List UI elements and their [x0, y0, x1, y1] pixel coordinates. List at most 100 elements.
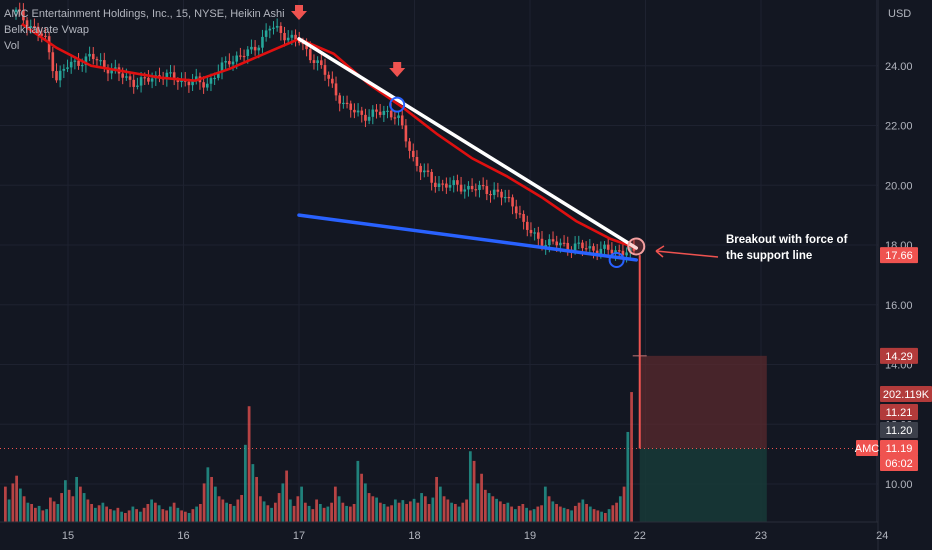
candle-body: [360, 110, 364, 115]
volume-bar: [408, 501, 412, 522]
candle-body: [525, 221, 529, 230]
volume-bar: [26, 502, 30, 522]
volume-bar: [258, 496, 262, 522]
annotation-pointer: [655, 250, 719, 258]
stop-level-label: 14.29: [885, 351, 913, 363]
volume-bar: [247, 406, 251, 522]
volume-bar: [48, 497, 52, 522]
time-tick: 17: [293, 530, 305, 542]
volume-bar: [30, 503, 33, 522]
level-b-label: 11.20: [886, 425, 913, 437]
volume-label[interactable]: Vol: [4, 40, 20, 52]
candle-body: [279, 25, 283, 33]
candle-body: [496, 189, 500, 192]
volume-bar: [461, 502, 465, 522]
candle-body: [253, 46, 257, 51]
candle-body: [378, 111, 382, 115]
down-arrow-icon: [389, 62, 406, 77]
candle-body: [91, 53, 95, 60]
volume-bar: [543, 486, 547, 522]
volume-bar: [506, 502, 510, 522]
candle-body: [320, 60, 323, 66]
price-tick: 10.00: [885, 479, 913, 491]
candle-body: [518, 213, 522, 215]
volume-bar: [457, 506, 461, 522]
volume-bar: [120, 511, 123, 522]
volume-bar: [217, 496, 221, 522]
candle-body: [18, 9, 22, 11]
volume-bar: [416, 502, 420, 522]
candle-body: [286, 37, 290, 41]
volume-bar: [303, 502, 307, 522]
candle-body: [548, 239, 551, 246]
volume-bar: [363, 483, 367, 522]
candle-body: [375, 109, 378, 112]
price-tick: 24.00: [885, 61, 913, 73]
volume-bar: [356, 460, 360, 522]
chart-legend: AMC Entertainment Holdings, Inc., 15, NY…: [4, 6, 285, 54]
candle-body: [382, 111, 386, 115]
candle-body: [327, 74, 330, 79]
level-a-label-bg: [880, 404, 918, 420]
candle-body: [95, 59, 99, 61]
volume-bar: [172, 502, 176, 522]
volume-bar: [131, 506, 135, 522]
volume-bar: [11, 483, 15, 522]
candle-body: [209, 78, 213, 84]
candle-body: [187, 81, 191, 86]
volume-bar: [262, 501, 266, 522]
volume-bar: [255, 476, 258, 522]
volume-bar: [105, 506, 108, 522]
candle-body: [437, 183, 441, 187]
volume-bar: [318, 503, 322, 522]
volume-bar: [465, 499, 468, 522]
last-price-label: 17.66: [885, 250, 913, 262]
candle-body: [150, 78, 154, 82]
candle-body: [110, 69, 113, 74]
volume-bar: [277, 493, 281, 522]
indicator-label[interactable]: Belkhayate Vwap: [4, 24, 89, 36]
candle-body: [242, 55, 246, 58]
volume-bar: [498, 501, 502, 522]
volume-bar: [442, 496, 446, 522]
candle-body: [128, 76, 132, 80]
down-arrow-icon: [291, 5, 307, 20]
time-tick: 23: [755, 530, 767, 542]
candle-body: [342, 102, 345, 105]
candle-body: [268, 28, 272, 31]
volume-bar: [198, 503, 202, 522]
volume-bar: [75, 476, 78, 522]
candle-body: [625, 252, 628, 256]
candle-body: [400, 115, 404, 126]
volume-bar: [281, 483, 285, 522]
time-axis-bg: [0, 522, 878, 550]
candle-body: [308, 49, 312, 61]
volume-bar: [4, 486, 7, 522]
candle-body: [62, 68, 66, 71]
candle-body: [415, 156, 419, 166]
candle-body: [537, 232, 540, 239]
time-tick: 24: [876, 530, 888, 542]
candle-body: [503, 196, 507, 199]
breakout-annotation[interactable]: Breakout with force of the support line: [726, 232, 847, 264]
candle-body: [194, 76, 198, 81]
candle-body: [51, 52, 55, 72]
volume-bar: [33, 507, 37, 522]
candle-body: [522, 213, 525, 222]
volume-bar: [71, 496, 75, 522]
volume-bar: [615, 502, 618, 522]
candle-body: [614, 250, 617, 254]
volume-bar: [622, 486, 626, 522]
time-tick: 16: [177, 530, 189, 542]
candle-body: [566, 242, 570, 250]
volume-bar: [123, 512, 127, 522]
symbol-line[interactable]: AMC Entertainment Holdings, Inc., 15, NY…: [4, 8, 285, 20]
candle-body: [628, 246, 632, 253]
volume-bar: [183, 511, 187, 522]
volume-bar: [536, 506, 540, 522]
volume-bar: [337, 496, 341, 522]
volume-bar: [528, 510, 532, 522]
candle-body: [169, 72, 172, 74]
candle-body: [165, 72, 169, 79]
